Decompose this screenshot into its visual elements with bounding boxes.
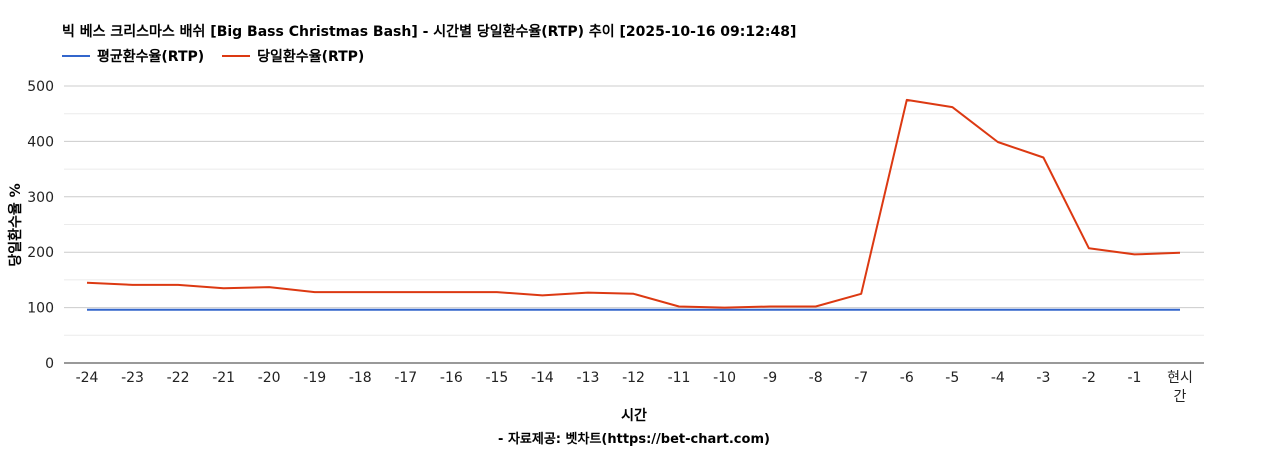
source-credit: - 자료제공: 벳차트(https://bet-chart.com) <box>498 432 770 447</box>
legend-label-avg-rtp: 평균환수율(RTP) <box>97 49 205 65</box>
x-tick-label: -11 <box>668 370 691 386</box>
legend-swatch-daily-rtp <box>222 55 251 57</box>
series-line-daily-rtp <box>86 98 1181 309</box>
x-tick-label: -20 <box>258 370 281 386</box>
x-tick-label: -2 <box>1082 370 1096 386</box>
legend: 평균환수율(RTP) 당일환수율(RTP) <box>62 46 364 66</box>
x-tick-label: -17 <box>394 370 417 386</box>
y-tick-label: 0 <box>45 356 54 372</box>
x-tick-label: -12 <box>622 370 645 386</box>
x-tick-label: -6 <box>900 370 914 386</box>
y-tick-label: 300 <box>27 190 54 206</box>
legend-label-daily-rtp: 당일환수율(RTP) <box>257 49 365 65</box>
x-tick-label: -21 <box>212 370 235 386</box>
x-tick-label: -10 <box>713 370 736 386</box>
x-tick-label: -9 <box>763 370 777 386</box>
x-tick-label: -7 <box>854 370 868 386</box>
x-tick-label: -13 <box>577 370 600 386</box>
y-axis-label: 당일환수율 % <box>7 183 24 266</box>
x-tick-label: -1 <box>1127 370 1141 386</box>
series-lines <box>86 98 1181 311</box>
x-axis-label: 시간 <box>621 408 647 424</box>
legend-swatch-avg-rtp <box>62 55 90 57</box>
chart-title: 빅 베스 크리스마스 배쉬 [Big Bass Christmas Bash] … <box>62 24 797 40</box>
x-tick-label: -24 <box>76 370 99 386</box>
x-tick-label: -8 <box>809 370 823 386</box>
x-tick-label: -4 <box>991 370 1005 386</box>
x-tick-label: -22 <box>167 370 190 386</box>
x-tick-label: -5 <box>945 370 959 386</box>
x-tick-label: 현시 간 <box>1167 370 1193 405</box>
x-tick-label: -15 <box>485 370 508 386</box>
x-tick-label: -23 <box>121 370 144 386</box>
legend-item-avg-rtp[interactable]: 평균환수율(RTP) <box>62 46 204 66</box>
y-tick-label: 200 <box>27 245 54 261</box>
y-tick-label: 500 <box>27 79 54 95</box>
x-tick-label: -14 <box>531 370 554 386</box>
x-tick-label: -3 <box>1036 370 1050 386</box>
legend-item-daily-rtp[interactable]: 당일환수율(RTP) <box>222 46 364 66</box>
y-tick-label: 100 <box>27 301 54 317</box>
grid-lines <box>64 85 1204 336</box>
x-tick-label: -19 <box>303 370 326 386</box>
x-tick-label: -16 <box>440 370 463 386</box>
axes: 0 100 200 300 400 500 -24 -23 -22 -21 -20 -19 -18 -17… <box>27 79 1204 405</box>
y-tick-label: 400 <box>27 134 54 150</box>
x-tick-label: -18 <box>349 370 372 386</box>
